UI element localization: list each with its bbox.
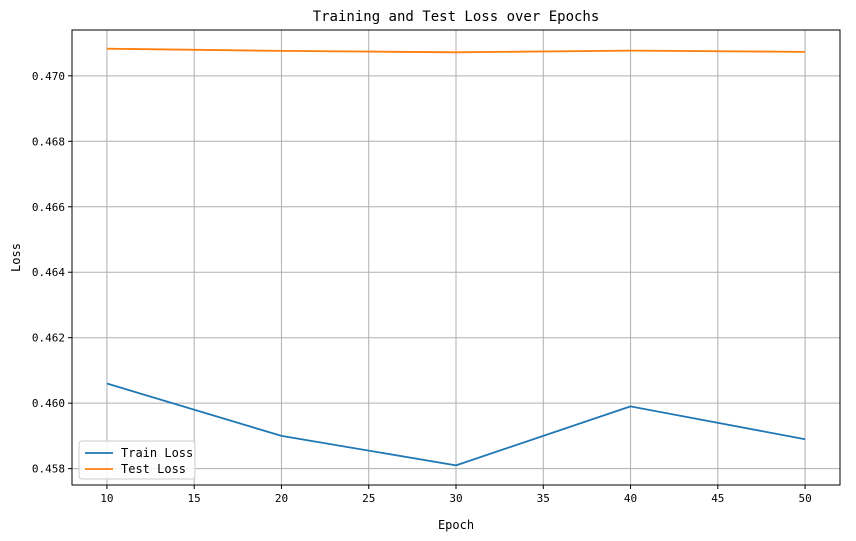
x-tick-label: 45	[711, 492, 724, 505]
x-tick-label: 40	[624, 492, 637, 505]
x-axis: 10 15 20 25 30 35 40 45 50	[100, 485, 812, 505]
y-tick-label: 0.470	[32, 70, 65, 83]
y-tick-label: 0.468	[32, 135, 65, 148]
series-layer	[106, 47, 806, 467]
x-tick-label: 35	[537, 492, 550, 505]
legend-label-2: Test Loss	[121, 462, 186, 476]
legend: Train Loss Test Loss	[78, 440, 196, 480]
y-tick-label: 0.466	[32, 201, 65, 214]
y-axis-label: Loss	[9, 243, 23, 272]
x-axis-label: Epoch	[438, 518, 474, 532]
x-tick-label: 15	[188, 492, 201, 505]
y-tick-label: 0.462	[32, 332, 65, 345]
series-line-1	[106, 382, 806, 467]
grid	[72, 30, 840, 485]
x-tick-label: 25	[362, 492, 375, 505]
chart-title: Training and Test Loss over Epochs	[313, 9, 600, 25]
y-tick-label: 0.458	[32, 463, 65, 476]
y-tick-label: 0.460	[32, 397, 65, 410]
y-tick-label: 0.464	[32, 266, 65, 279]
x-tick-label: 20	[275, 492, 288, 505]
y-axis: 0.458 0.460 0.462 0.464 0.466 0.468 0.470	[32, 70, 72, 476]
series-line-2	[106, 47, 806, 54]
x-tick-label: 50	[798, 492, 811, 505]
legend-label-1: Train Loss	[121, 446, 193, 460]
x-tick-label: 10	[100, 492, 113, 505]
x-tick-label: 30	[449, 492, 462, 505]
